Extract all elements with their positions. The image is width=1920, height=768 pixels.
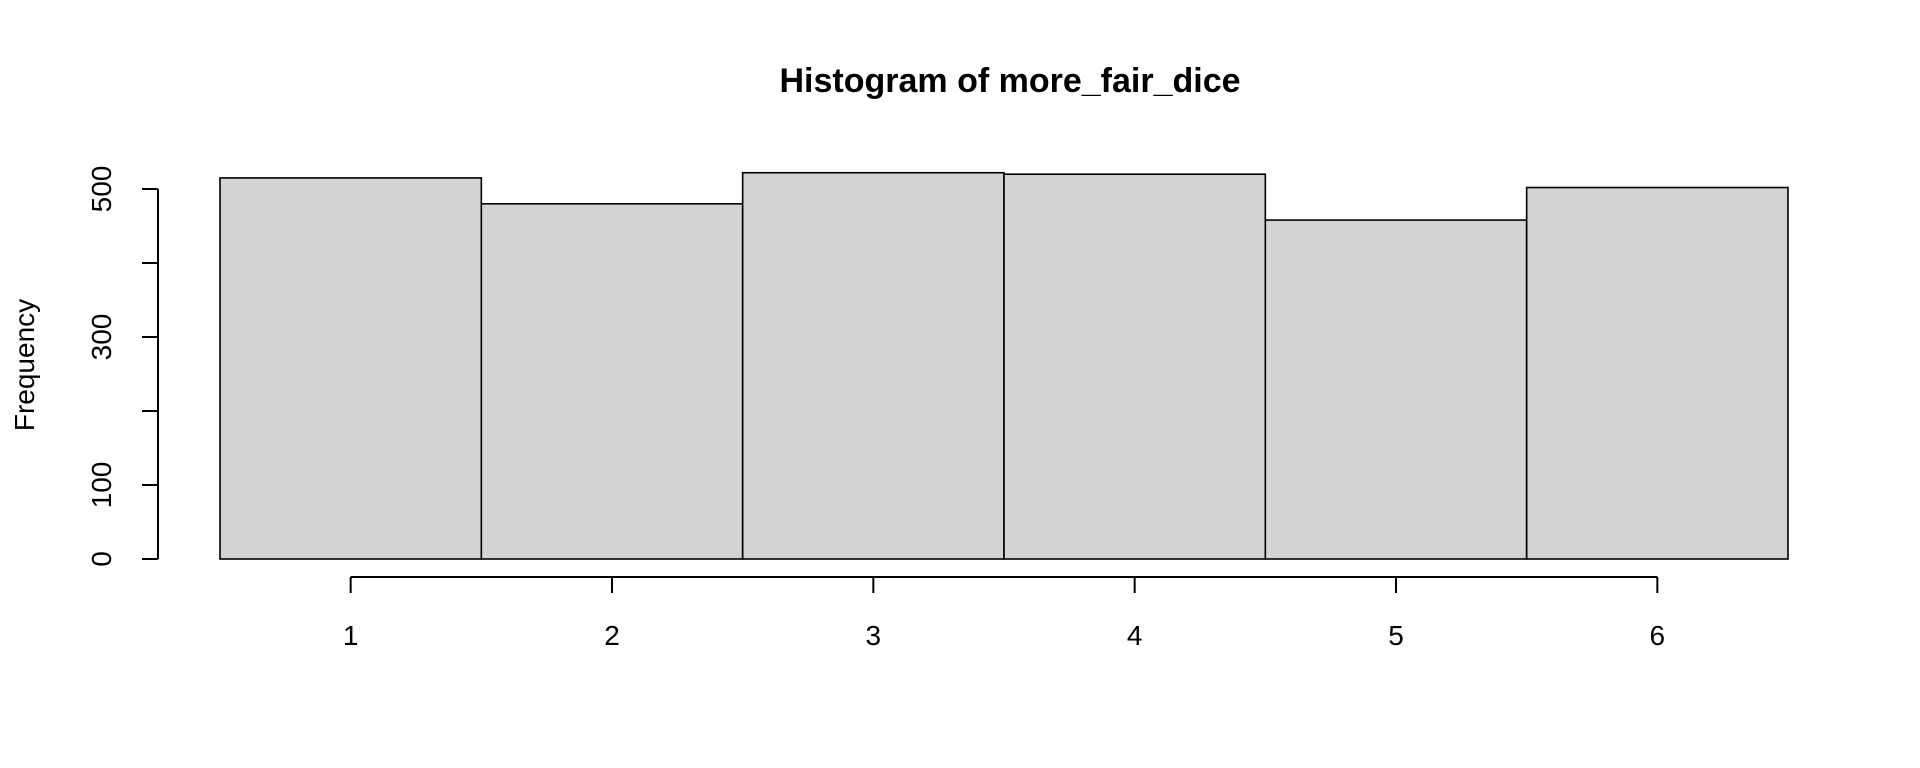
x-tick-label: 5 bbox=[1388, 620, 1404, 651]
histogram-bar-4 bbox=[1003, 173, 1267, 560]
x-tick-label: 2 bbox=[604, 620, 620, 651]
histogram-bar-2 bbox=[480, 203, 744, 560]
x-axis: 1 2 3 4 5 6 bbox=[343, 576, 1666, 651]
histogram-bar-1 bbox=[219, 177, 483, 560]
chart-title: Histogram of more_fair_dice bbox=[779, 62, 1240, 100]
x-tick-label: 1 bbox=[343, 620, 359, 651]
y-axis: 0 100 300 500 bbox=[86, 166, 159, 567]
bars-group bbox=[219, 171, 1789, 560]
histogram-bar-3 bbox=[741, 171, 1005, 560]
y-tick-label: 100 bbox=[86, 462, 117, 509]
y-tick-label: 500 bbox=[86, 166, 117, 213]
histogram-bar-5 bbox=[1264, 219, 1528, 560]
x-tick-label: 3 bbox=[866, 620, 882, 651]
histogram-bar-6 bbox=[1525, 186, 1789, 560]
x-tick-label: 6 bbox=[1650, 620, 1666, 651]
y-axis-label: Frequency bbox=[9, 299, 40, 431]
x-tick-label: 4 bbox=[1127, 620, 1143, 651]
y-tick-label: 300 bbox=[86, 314, 117, 361]
y-tick-label: 0 bbox=[86, 551, 117, 567]
